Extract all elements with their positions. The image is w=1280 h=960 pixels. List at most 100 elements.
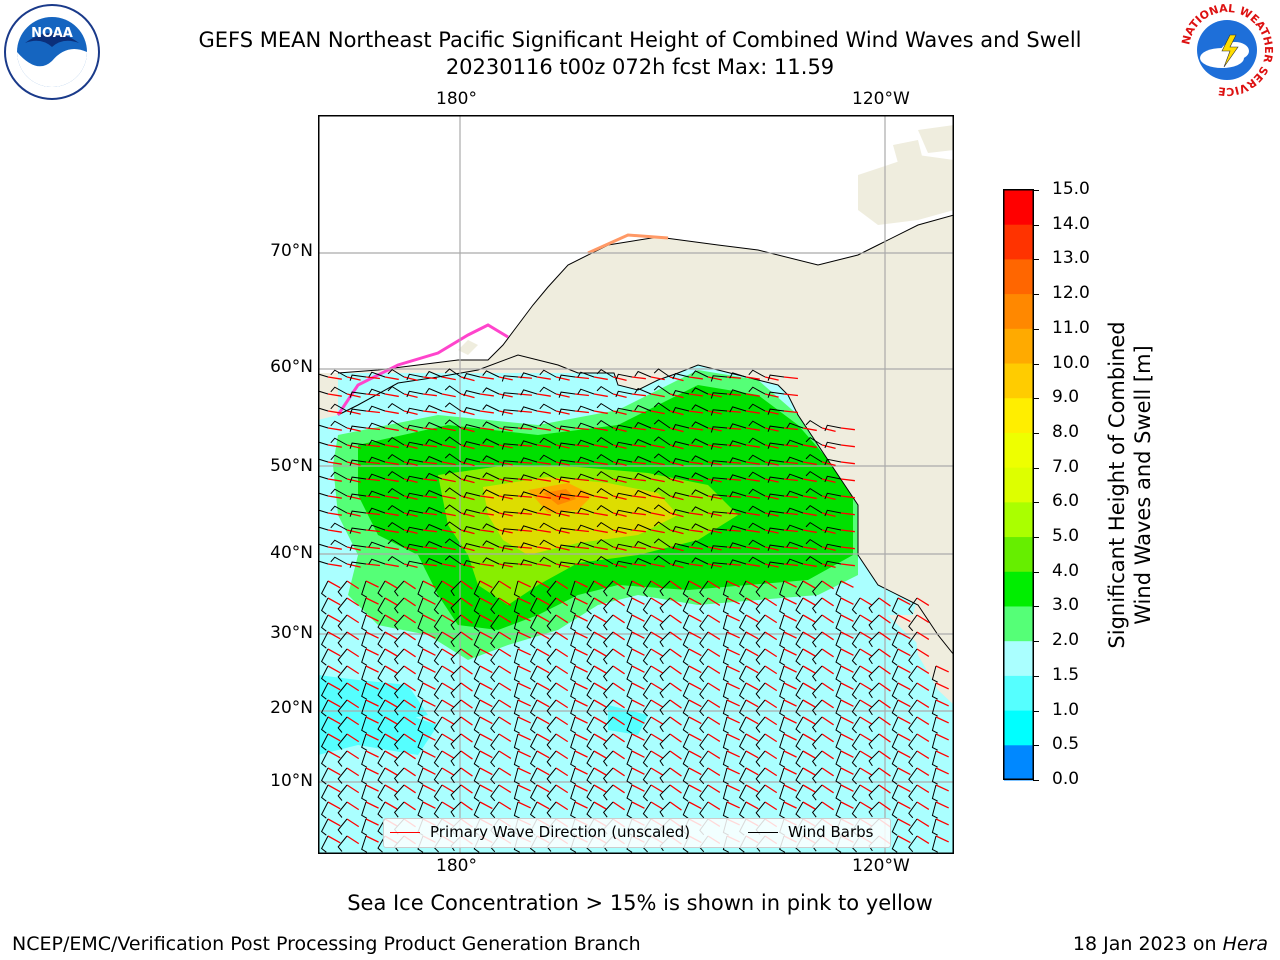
wave-direction-arrow: [441, 410, 456, 415]
colorbar-tick-label: 15.0: [1052, 179, 1090, 199]
wave-direction-arrow: [859, 665, 873, 674]
wave-direction-arrow: [574, 665, 588, 673]
wave-direction-arrow: [783, 495, 798, 499]
wind-barb: [722, 631, 729, 649]
wave-direction-arrow: [650, 580, 664, 589]
wind-barb: [318, 407, 329, 412]
wave-direction-arrow: [631, 750, 645, 758]
wind-barb: [330, 556, 348, 565]
wave-direction-arrow: [935, 767, 949, 775]
colorbar-tick-mark: [1033, 432, 1039, 434]
wind-barb: [626, 631, 633, 649]
wind-barb: [450, 665, 462, 682]
wind-barb: [529, 631, 538, 649]
wind-barb: [738, 767, 747, 785]
wind-barb: [755, 648, 766, 665]
wind-barb: [710, 375, 728, 382]
wind-barb: [501, 409, 519, 416]
wave-direction-arrow: [365, 750, 379, 758]
wind-barb: [868, 682, 880, 699]
wave-direction-arrow: [441, 648, 455, 657]
wind-barb: [520, 559, 538, 566]
wave-direction-arrow: [783, 716, 797, 724]
wave-direction-arrow: [783, 614, 797, 622]
wind-barb: [634, 404, 652, 412]
wave-direction-arrow: [821, 716, 834, 726]
wave-direction-arrow: [707, 733, 721, 742]
wind-barb: [417, 682, 424, 700]
wind-barb: [748, 556, 766, 565]
wind-barb: [699, 631, 709, 649]
wind-barb: [368, 371, 386, 378]
wind-barb: [602, 614, 614, 631]
wave-direction-arrow: [346, 580, 360, 590]
wave-direction-arrow: [441, 393, 456, 398]
wind-barb: [891, 648, 899, 666]
wrangel-island: [458, 340, 478, 355]
wind-barb: [868, 767, 880, 784]
sea-ice-caption: Sea Ice Concentration > 15% is shown in …: [347, 891, 933, 915]
wind-barb: [433, 682, 443, 700]
wave-direction-arrow: [384, 784, 398, 793]
lat-label-20n: 20°N: [270, 698, 313, 718]
wave-direction-arrow: [498, 376, 513, 381]
wave-direction-arrow: [327, 699, 341, 708]
wave-direction-arrow: [669, 461, 684, 467]
wind-barb: [824, 492, 842, 500]
wave-direction-arrow: [403, 767, 416, 777]
wave-direction-arrow: [840, 716, 854, 724]
wave-direction-arrow: [346, 682, 360, 692]
wave-direction-arrow: [479, 393, 494, 397]
wave-direction-arrow: [631, 580, 645, 588]
wave-direction-arrow: [422, 444, 437, 448]
wind-barb: [634, 438, 652, 446]
wind-barb: [805, 436, 823, 446]
wind-barb: [318, 526, 329, 531]
wave-direction-arrow: [555, 750, 569, 760]
wind-barb: [779, 699, 786, 717]
wave-direction-arrow: [783, 648, 797, 656]
wave-direction-arrow: [593, 631, 607, 640]
wave-direction-arrow: [745, 529, 760, 533]
wind-barb: [779, 767, 786, 785]
wind-barb: [779, 750, 786, 768]
wind-barb: [851, 750, 861, 768]
wave-direction-arrow: [878, 767, 891, 777]
wind-barb: [539, 369, 557, 378]
arctic-island-3: [893, 140, 923, 163]
wave-direction-arrow: [517, 410, 533, 413]
wind-barb: [482, 557, 500, 565]
wind-barb: [626, 801, 633, 819]
wave-direction-arrow: [574, 631, 588, 639]
wind-barb: [653, 402, 671, 412]
wind-barb: [931, 835, 938, 853]
wave-direction-arrow: [669, 393, 684, 399]
wind-barb: [337, 631, 348, 648]
wind-barb: [691, 438, 709, 446]
wind-barb: [546, 580, 557, 597]
wave-direction-arrow: [688, 682, 702, 691]
wind-barb: [433, 801, 443, 819]
wave-direction-arrow: [897, 699, 911, 708]
wave-direction-arrow: [593, 444, 608, 449]
wave-direction-arrow: [821, 597, 834, 607]
wind-barb: [444, 436, 462, 446]
wind-barb: [729, 406, 747, 413]
wind-barb: [368, 422, 386, 429]
wind-barb: [577, 371, 595, 378]
colorbar-segment: [1004, 571, 1033, 607]
wind-barb: [748, 471, 766, 480]
wind-barb: [337, 648, 348, 665]
wave-direction-arrow: [783, 699, 797, 707]
wind-barb: [337, 614, 348, 631]
wave-direction-arrow: [707, 478, 722, 483]
wind-barb: [811, 682, 823, 699]
wind-barb: [368, 558, 386, 565]
wave-direction-arrow: [441, 631, 455, 640]
wind-barb: [811, 750, 823, 767]
wave-direction-arrow: [726, 784, 740, 792]
wave-direction-arrow: [878, 750, 891, 760]
wind-barb: [546, 699, 557, 716]
wave-direction-arrow: [688, 478, 703, 482]
wave-direction-arrow: [460, 801, 473, 811]
